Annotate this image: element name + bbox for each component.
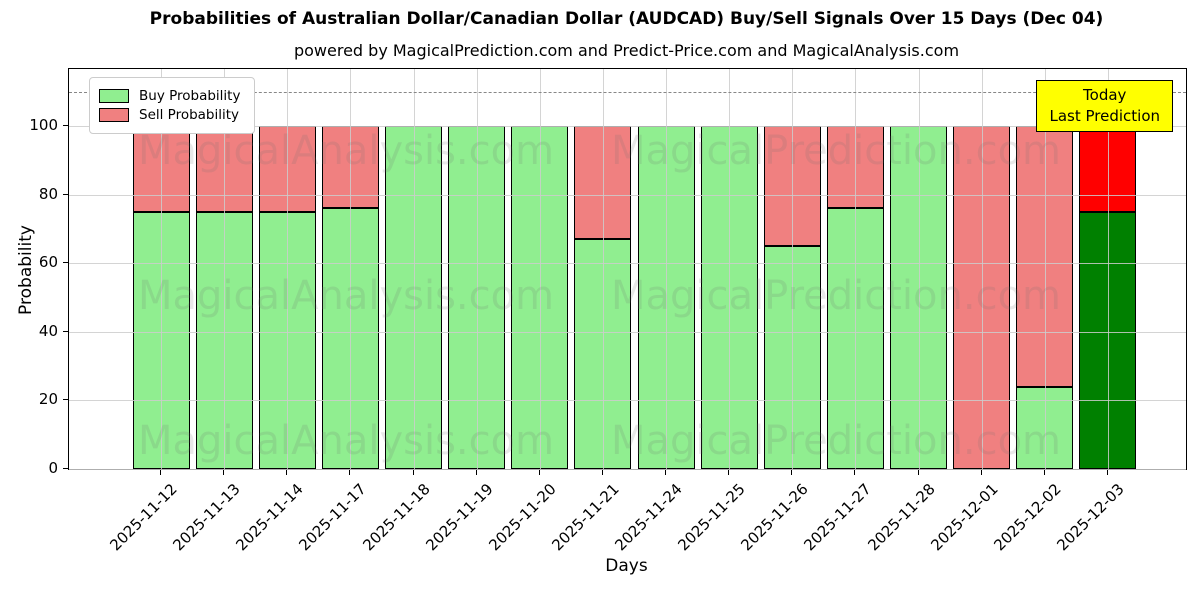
y-gridline [69, 125, 1186, 127]
x-gridline [666, 69, 668, 469]
x-gridline [729, 69, 731, 469]
y-tick-label: 60 [38, 253, 58, 272]
x-tick-label: 2025-11-28 [863, 480, 939, 555]
x-tick-mark [349, 470, 351, 475]
x-gridline [855, 69, 857, 469]
y-gridline [69, 194, 1186, 196]
today-annotation-line2: Last Prediction [1049, 107, 1160, 125]
x-gridline [413, 69, 415, 469]
today-annotation-line1: Today [1083, 86, 1127, 104]
x-gridline [539, 69, 541, 469]
x-tick-label: 2025-11-26 [737, 480, 813, 555]
y-tick-label: 100 [29, 115, 58, 134]
buy-swatch-icon [99, 89, 129, 103]
x-tick-label: 2025-11-13 [169, 480, 244, 555]
x-tick-label: 2025-11-24 [611, 480, 686, 555]
chart-subtitle: powered by MagicalPrediction.com and Pre… [293, 41, 960, 60]
x-tick-mark [538, 470, 540, 475]
x-axis-label: Days [605, 556, 648, 576]
x-tick-mark [854, 470, 856, 475]
x-tick-mark [475, 470, 477, 475]
x-gridline [161, 69, 162, 469]
legend: Buy Probability Sell Probability [89, 77, 256, 134]
y-tick-label: 80 [38, 184, 58, 203]
x-tick-label: 2025-11-12 [106, 480, 181, 555]
x-tick-mark [601, 470, 603, 475]
plot-area: MagicalAnalysis.comMagicalPrediction.com… [68, 68, 1187, 470]
x-tick-label: 2025-12-01 [927, 480, 1002, 555]
x-tick-label: 2025-12-03 [1053, 480, 1128, 555]
x-tick-mark [223, 470, 225, 475]
legend-item-buy: Buy Probability [99, 88, 240, 104]
x-tick-mark [1106, 470, 1108, 475]
y-tick-mark [63, 124, 68, 126]
x-tick-mark [665, 470, 667, 475]
y-tick-label: 0 [48, 459, 58, 477]
x-tick-label: 2025-11-18 [358, 480, 434, 555]
x-gridline [350, 69, 352, 469]
x-tick-label: 2025-11-27 [800, 480, 876, 555]
x-tick-mark [160, 470, 161, 475]
x-gridline [981, 69, 983, 469]
x-gridline [602, 69, 604, 469]
x-gridline [1107, 69, 1109, 469]
x-gridline [792, 69, 794, 469]
x-tick-mark [1043, 470, 1045, 475]
x-gridline [1044, 69, 1046, 469]
x-tick-label: 2025-11-14 [232, 480, 307, 555]
legend-sell-label: Sell Probability [139, 107, 240, 123]
x-tick-label: 2025-12-02 [990, 480, 1065, 555]
x-tick-mark [728, 470, 730, 475]
x-gridline [224, 69, 226, 469]
y-gridline [69, 400, 1186, 402]
x-gridline [287, 69, 289, 469]
sell-swatch-icon [99, 108, 129, 122]
y-gridline [69, 263, 1186, 265]
y-tick-mark [63, 330, 68, 332]
x-tick-label: 2025-11-21 [548, 480, 623, 555]
today-annotation: Today Last Prediction [1036, 80, 1173, 132]
legend-buy-label: Buy Probability [139, 88, 241, 104]
chart-title: Probabilities of Australian Dollar/Canad… [149, 9, 1104, 29]
x-tick-label: 2025-11-17 [295, 480, 371, 555]
y-gridline [69, 331, 1186, 333]
y-tick-mark [63, 468, 68, 469]
x-tick-label: 2025-11-20 [485, 480, 560, 555]
x-tick-mark [412, 470, 414, 475]
y-tick-mark [63, 399, 68, 401]
y-tick-mark [63, 193, 68, 195]
x-tick-mark [917, 470, 919, 475]
y-tick-label: 20 [38, 390, 58, 409]
x-tick-mark [980, 470, 982, 475]
x-tick-mark [286, 470, 288, 475]
x-tick-label: 2025-11-25 [674, 480, 749, 555]
dashed-threshold-line [69, 91, 1186, 93]
y-gridline [69, 469, 1186, 470]
y-tick-mark [63, 262, 68, 264]
legend-item-sell: Sell Probability [99, 107, 240, 123]
x-gridline [476, 69, 478, 469]
y-tick-label: 40 [38, 321, 58, 340]
x-gridline [918, 69, 920, 469]
x-tick-mark [791, 470, 793, 475]
